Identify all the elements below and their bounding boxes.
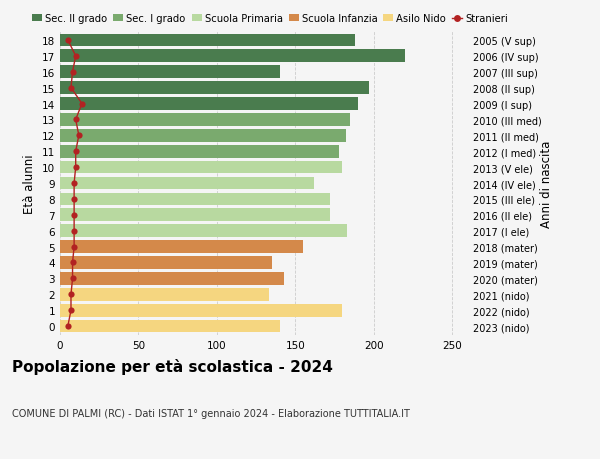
Point — [63, 323, 73, 330]
Bar — [60, 162, 343, 174]
Bar — [60, 225, 347, 237]
Bar — [60, 304, 343, 317]
Bar — [60, 177, 314, 190]
Bar — [60, 288, 269, 301]
Text: COMUNE DI PALMI (RC) - Dati ISTAT 1° gennaio 2024 - Elaborazione TUTTITALIA.IT: COMUNE DI PALMI (RC) - Dati ISTAT 1° gen… — [12, 409, 410, 419]
Point — [70, 228, 79, 235]
Point — [66, 291, 76, 298]
Bar — [60, 241, 303, 253]
Bar — [60, 130, 346, 142]
Point — [63, 37, 73, 45]
Point — [71, 53, 80, 61]
Point — [77, 101, 87, 108]
Point — [68, 259, 77, 267]
Point — [66, 85, 76, 92]
Point — [70, 212, 79, 219]
Bar — [60, 34, 355, 47]
Y-axis label: Anni di nascita: Anni di nascita — [540, 140, 553, 227]
Point — [66, 307, 76, 314]
Bar — [60, 193, 330, 206]
Bar — [60, 114, 350, 127]
Point — [70, 243, 79, 251]
Bar — [60, 209, 330, 222]
Bar — [60, 98, 358, 111]
Bar — [60, 146, 340, 158]
Point — [68, 275, 77, 282]
Point — [71, 117, 80, 124]
Bar — [60, 257, 272, 269]
Point — [71, 148, 80, 156]
Text: Popolazione per età scolastica - 2024: Popolazione per età scolastica - 2024 — [12, 358, 333, 374]
Bar — [60, 273, 284, 285]
Bar — [60, 320, 280, 333]
Point — [71, 164, 80, 171]
Legend: Sec. II grado, Sec. I grado, Scuola Primaria, Scuola Infanzia, Asilo Nido, Stran: Sec. II grado, Sec. I grado, Scuola Prim… — [32, 14, 508, 24]
Point — [70, 180, 79, 187]
Bar — [60, 66, 280, 79]
Point — [70, 196, 79, 203]
Y-axis label: Età alunni: Età alunni — [23, 154, 37, 213]
Bar — [60, 50, 405, 63]
Point — [68, 69, 77, 76]
Bar — [60, 82, 369, 95]
Point — [74, 132, 83, 140]
